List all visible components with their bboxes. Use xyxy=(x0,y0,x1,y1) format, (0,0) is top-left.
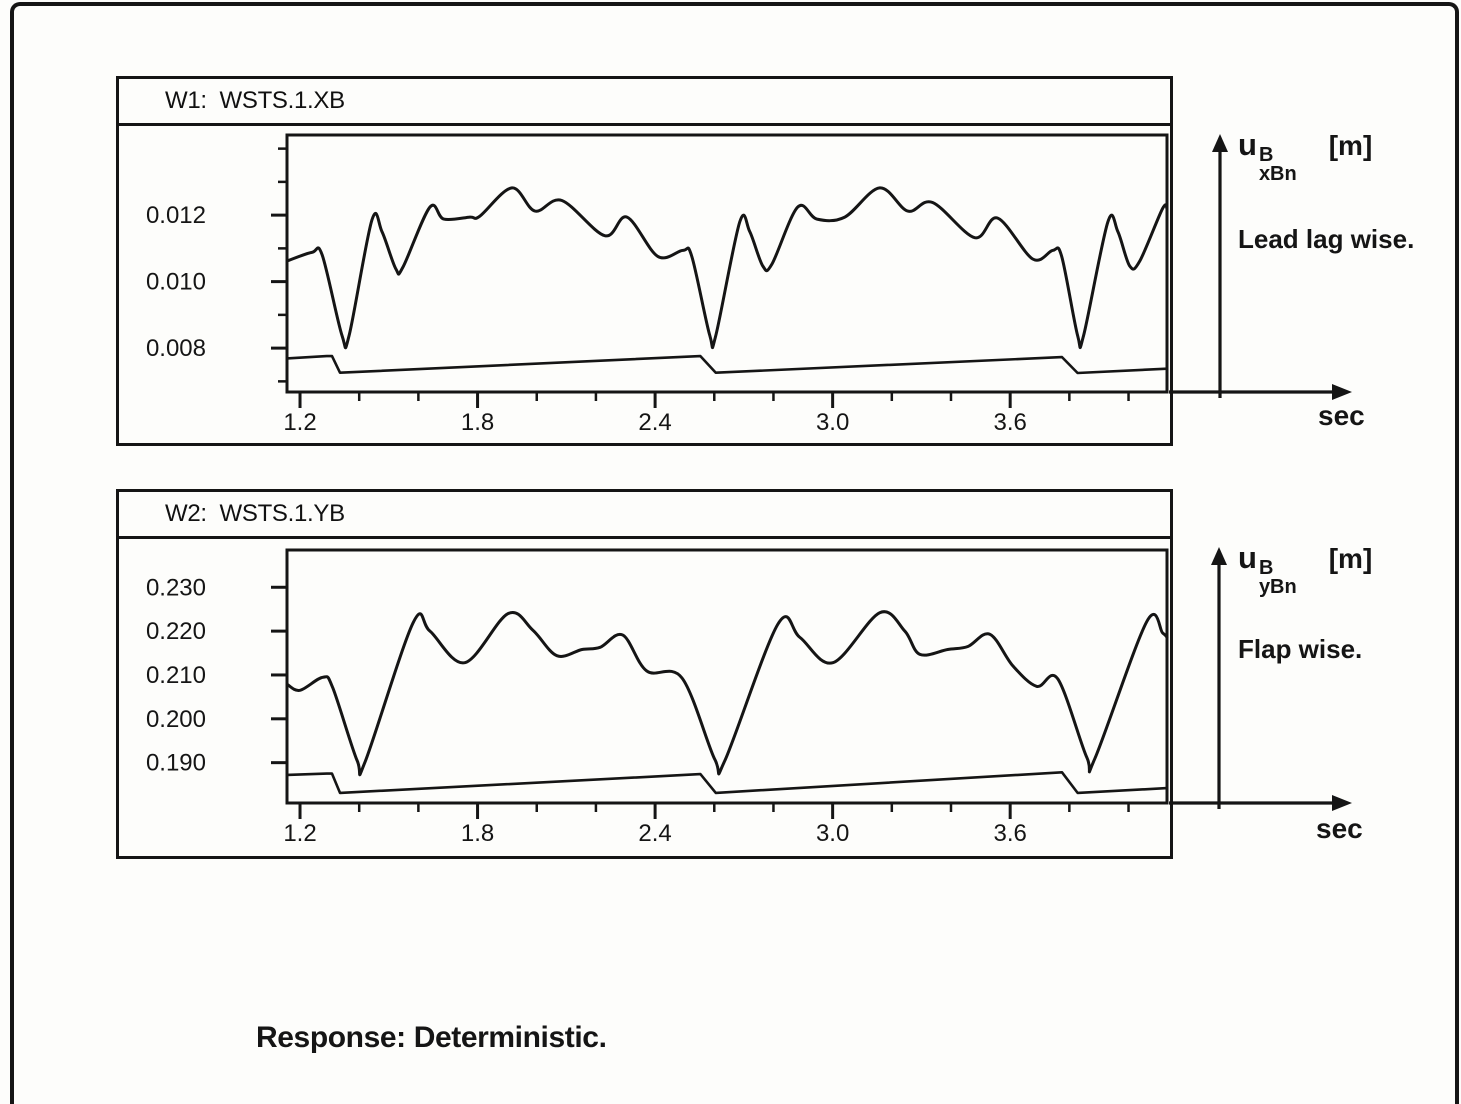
w1-title: W1: WSTS.1.XB xyxy=(165,87,345,114)
caption-response-line: Response: Deterministic. xyxy=(256,1021,607,1054)
w1-direction-label: Lead lag wise. xyxy=(1238,224,1415,254)
w2-title: W2: WSTS.1.YB xyxy=(165,500,345,527)
w2-direction-label: Flap wise. xyxy=(1238,634,1363,664)
w1-y-superscript: B xyxy=(1258,144,1274,166)
w2-xaxis-unit-label: sec xyxy=(1316,813,1363,844)
w1-y-unit: [m] xyxy=(1328,130,1373,161)
figure-caption: Response: Deterministic. Loading: Wind s… xyxy=(256,920,925,1104)
w1-y-variable: u xyxy=(1238,127,1257,162)
w1-y-subscript: xBn xyxy=(1258,163,1297,185)
w2-y-variable: u xyxy=(1238,540,1257,575)
w2-titlebar: W2: WSTS.1.YB xyxy=(119,492,1170,539)
figure-border xyxy=(10,2,1459,1104)
plot-window-w1: W1: WSTS.1.XB xyxy=(116,76,1173,446)
w2-y-superscript: B xyxy=(1258,557,1274,579)
w2-y-subscript: yBn xyxy=(1258,576,1297,598)
plot-window-w2: W2: WSTS.1.YB xyxy=(116,489,1173,859)
w1-xaxis-unit-label: sec xyxy=(1318,400,1365,431)
w1-titlebar: W1: WSTS.1.XB xyxy=(119,79,1170,126)
w2-y-unit: [m] xyxy=(1328,543,1373,574)
